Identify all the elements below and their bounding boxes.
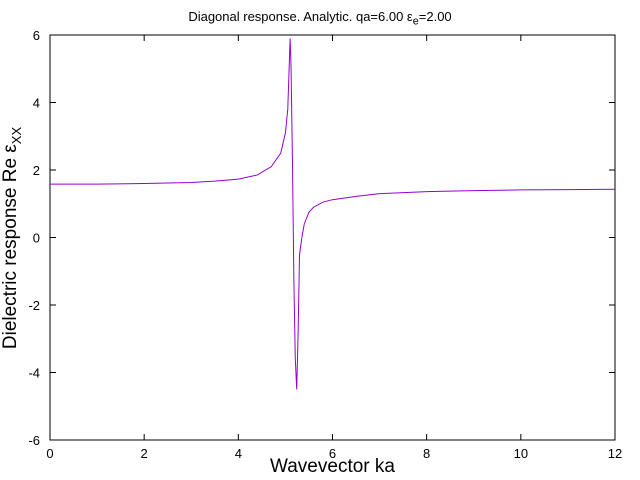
x-tick-label: 4	[235, 446, 242, 461]
y-tick-label: 2	[33, 163, 40, 178]
x-axis-label: Wavevector ka	[270, 456, 395, 477]
y-tick-label: -2	[28, 298, 40, 313]
x-tick-label: 10	[514, 446, 528, 461]
y-tick-label: -6	[28, 433, 40, 448]
y-tick-label: -4	[28, 366, 40, 381]
y-axis-label: Dielectric response Re εXX	[0, 126, 24, 350]
y-tick-label: 6	[33, 28, 40, 43]
x-tick-label: 8	[423, 446, 430, 461]
y-tick-label: 0	[33, 231, 40, 246]
y-tick-label: 4	[33, 96, 40, 111]
plot-frame	[49, 34, 616, 441]
x-tick-label: 0	[46, 446, 53, 461]
x-tick-label: 12	[608, 446, 622, 461]
chart-title: Diagonal response. Analytic. qa=6.00 εe=…	[188, 9, 452, 28]
series-line	[50, 38, 616, 390]
x-tick-label: 6	[329, 446, 336, 461]
x-tick-label: 2	[141, 446, 148, 461]
